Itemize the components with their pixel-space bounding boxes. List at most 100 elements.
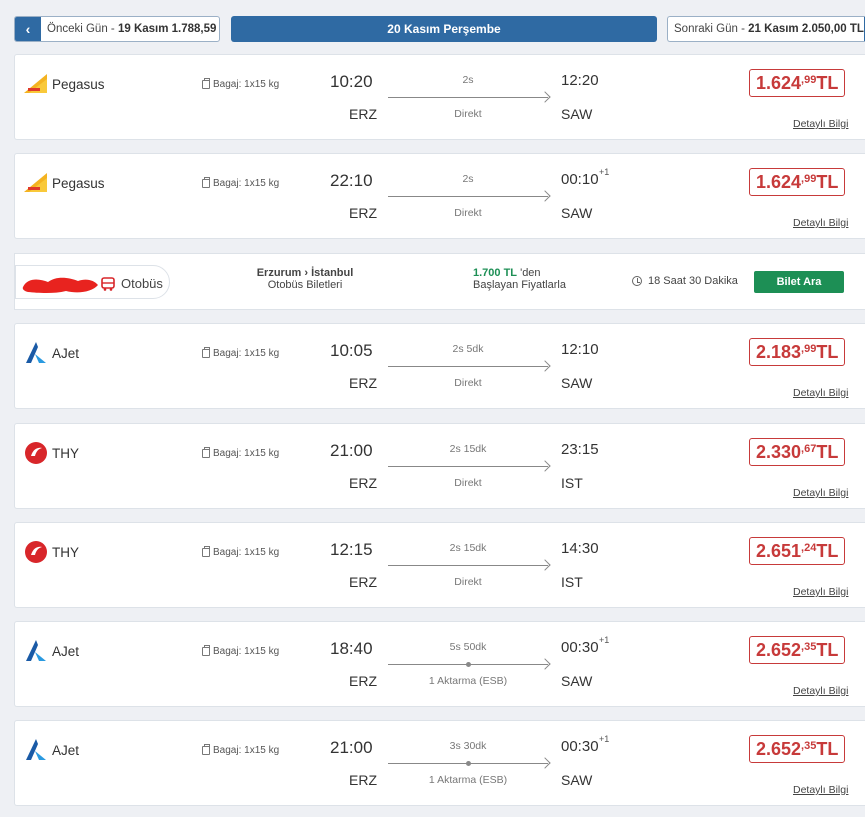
departure-time: 18:40: [330, 639, 373, 658]
arrival-airport: SAW: [561, 375, 593, 391]
flight-card[interactable]: AJet Bagaj: 1x15 kg 10:05 ERZ 2s 5dk Dir…: [14, 323, 865, 409]
current-day-button[interactable]: 20 Kasım Perşembe: [231, 16, 657, 42]
price-button[interactable]: 2.183,99 TL: [749, 338, 846, 366]
ajet-logo: [23, 638, 49, 664]
bus-route-subtitle: Otobüs Biletleri: [267, 279, 343, 291]
departure-airport: ERZ: [349, 375, 377, 391]
price-button[interactable]: 2.330,67 TL: [749, 438, 846, 466]
flight-card[interactable]: Pegasus Bagaj: 1x15 kg 22:10 ERZ 2s Dire…: [14, 153, 865, 239]
airline: THY: [23, 440, 79, 466]
route-arrow-icon: [388, 366, 548, 367]
stop-info: Direkt: [454, 477, 482, 489]
bus-price-suffix: 'den: [520, 267, 541, 279]
baggage-icon: [202, 546, 210, 557]
baggage-info: Bagaj: 1x15 kg: [202, 447, 279, 459]
baggage-text: Bagaj: 1x15 kg: [213, 646, 280, 657]
airline: THY: [23, 539, 79, 565]
bus-pill: Otobüs: [15, 265, 170, 299]
price-button[interactable]: 2.652,35 TL: [749, 636, 846, 664]
arrival-airport: SAW: [561, 106, 593, 122]
detail-link[interactable]: Detaylı Bilgi: [793, 487, 849, 499]
bus-price-value: 1.700 TL: [473, 267, 518, 279]
flight-card[interactable]: THY Bagaj: 1x15 kg 12:15 ERZ 2s 15dk Dir…: [14, 522, 865, 608]
price-button[interactable]: 1.624,99 TL: [749, 69, 846, 97]
thy-logo: [23, 539, 49, 565]
baggage-icon: [202, 645, 210, 656]
detail-link[interactable]: Detaylı Bilgi: [793, 387, 849, 399]
price-decimal: ,67: [801, 443, 817, 455]
bus-route-to: İstanbul: [311, 267, 354, 279]
route-arrow-icon: [388, 466, 548, 467]
route-arrow-icon: [388, 761, 548, 766]
next-day-indicator: +1: [599, 734, 610, 744]
chevron-left-icon: ‹: [15, 17, 41, 41]
price-currency: TL: [816, 640, 839, 660]
route-arrow-icon: [388, 662, 548, 667]
bus-route-from: Erzurum: [256, 267, 302, 279]
price-currency: TL: [816, 73, 839, 93]
flight-card[interactable]: AJet Bagaj: 1x15 kg 21:00 ERZ 3s 30dk 1 …: [14, 720, 865, 806]
price-currency: TL: [816, 739, 839, 759]
arrival-time: 00:10: [561, 171, 599, 188]
next-day-label: Sonraki Gün - 21 Kasım 2.050,00 TL: [674, 23, 864, 35]
next-day-indicator: +1: [599, 635, 610, 645]
bus-duration-text: 18 Saat 30 Dakika: [648, 275, 738, 287]
price-currency: TL: [816, 342, 839, 362]
price-whole: 2.651: [756, 541, 802, 561]
detail-link[interactable]: Detaylı Bilgi: [793, 586, 849, 598]
price-currency: TL: [816, 541, 839, 561]
next-day-button[interactable]: Sonraki Gün - 21 Kasım 2.050,00 TL ›: [667, 16, 865, 42]
stop-info: 1 Aktarma (ESB): [428, 774, 508, 786]
arrival-airport: SAW: [561, 205, 593, 221]
departure-time: 10:20: [330, 72, 373, 91]
previous-day-button[interactable]: ‹ Önceki Gün - 19 Kasım 1.788,59 TL: [14, 16, 220, 42]
flight-card[interactable]: AJet Bagaj: 1x15 kg 18:40 ERZ 5s 50dk 1 …: [14, 621, 865, 707]
flight-card[interactable]: Pegasus Bagaj: 1x15 kg 10:20 ERZ 2s Dire…: [14, 54, 865, 140]
airline-name: AJet: [52, 345, 80, 361]
airline-name: THY: [52, 445, 79, 461]
baggage-info: Bagaj: 1x15 kg: [202, 177, 279, 189]
redacted-logo: [22, 277, 99, 293]
arrival-airport: SAW: [561, 772, 593, 788]
ajet-logo: [23, 737, 49, 763]
arrival-time: 23:15: [561, 441, 599, 458]
flight-duration: 2s: [462, 173, 474, 185]
airline-name: THY: [52, 544, 79, 560]
departure-time: 22:10: [330, 171, 373, 190]
price-whole: 2.330: [756, 442, 802, 462]
airline: Pegasus: [23, 71, 105, 97]
stop-info: Direkt: [454, 377, 482, 389]
price-button[interactable]: 2.652,35 TL: [749, 735, 846, 763]
stopover-dot: [466, 761, 471, 766]
departure-airport: ERZ: [349, 205, 377, 221]
departure-airport: ERZ: [349, 673, 377, 689]
bus-price: 1.700 TL 'den Başlayan Fiyatlarla: [473, 267, 566, 291]
flight-duration: 2s 5dk: [452, 343, 484, 355]
arrival-time: 00:30: [561, 738, 599, 755]
arrival-time: 12:10: [561, 341, 599, 358]
departure-airport: ERZ: [349, 475, 377, 491]
detail-link[interactable]: Detaylı Bilgi: [793, 784, 849, 796]
bus-search-button[interactable]: Bilet Ara: [754, 271, 844, 293]
price-whole: 2.652: [756, 640, 802, 660]
detail-link[interactable]: Detaylı Bilgi: [793, 217, 849, 229]
baggage-info: Bagaj: 1x15 kg: [202, 645, 280, 657]
baggage-info: Bagaj: 1x15 kg: [202, 78, 279, 90]
departure-airport: ERZ: [349, 106, 377, 122]
stop-info: Direkt: [454, 207, 482, 219]
flight-card[interactable]: THY Bagaj: 1x15 kg 21:00 ERZ 2s 15dk Dir…: [14, 423, 865, 509]
bus-label: Otobüs: [121, 276, 163, 291]
price-button[interactable]: 1.624,99 TL: [749, 168, 846, 196]
airline-name: Pegasus: [52, 76, 105, 92]
baggage-icon: [202, 744, 210, 755]
price-button[interactable]: 2.651,24 TL: [749, 537, 846, 565]
pegasus-logo: [23, 71, 49, 97]
departure-time: 10:05: [330, 341, 373, 360]
bus-banner: Otobüs Erzurum › İstanbul Otobüs Biletle…: [14, 253, 865, 310]
price-whole: 2.652: [756, 739, 802, 759]
price-decimal: ,99: [801, 74, 817, 86]
detail-link[interactable]: Detaylı Bilgi: [793, 685, 849, 697]
detail-link[interactable]: Detaylı Bilgi: [793, 118, 849, 130]
flight-duration: 3s 30dk: [449, 740, 487, 752]
price-decimal: ,99: [801, 343, 817, 355]
